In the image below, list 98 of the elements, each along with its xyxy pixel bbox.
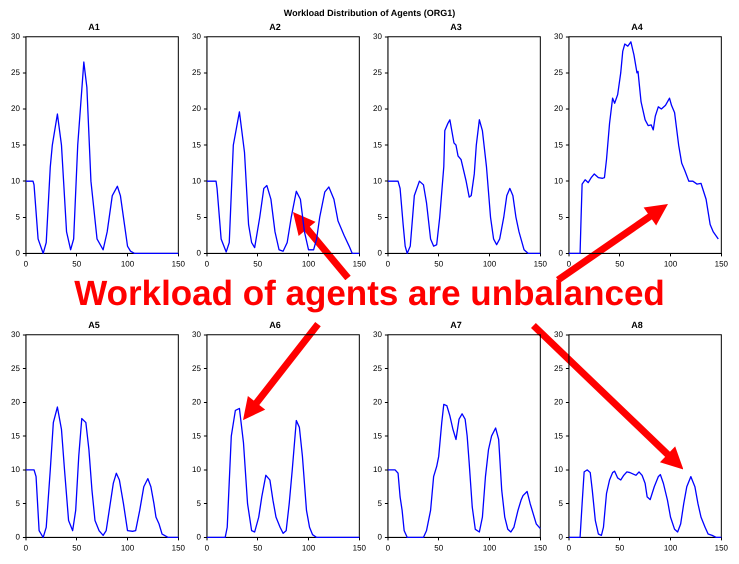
y-tick-label: 10: [10, 176, 20, 186]
y-tick-label: 0: [377, 532, 382, 542]
chart-title: A1: [88, 22, 100, 32]
x-tick-label: 150: [352, 259, 367, 268]
x-tick-label: 150: [352, 543, 367, 552]
x-tick-label: 100: [482, 543, 497, 552]
x-tick-label: 150: [534, 543, 548, 552]
y-tick-label: 20: [192, 398, 202, 407]
y-tick-label: 15: [10, 140, 20, 150]
x-tick-label: 150: [714, 543, 729, 552]
y-tick-label: 15: [192, 431, 202, 440]
y-tick-label: 20: [192, 104, 202, 114]
y-tick-label: 10: [372, 465, 382, 474]
x-tick-label: 0: [204, 543, 210, 552]
y-tick-label: 5: [15, 212, 20, 222]
y-tick-label: 30: [554, 330, 564, 340]
y-tick-label: 25: [10, 68, 20, 78]
x-tick-label: 150: [172, 543, 186, 552]
x-tick-label: 150: [714, 259, 729, 268]
y-tick-label: 15: [554, 140, 564, 150]
y-tick-label: 15: [372, 431, 382, 440]
x-tick-label: 150: [172, 259, 186, 268]
text: Workload Distribution of Agents (ORG1): [282, 8, 456, 18]
x-tick-label: 50: [615, 259, 625, 268]
y-tick-label: 10: [192, 176, 202, 186]
x-tick-label: 100: [664, 259, 678, 268]
x-tick-label: 0: [566, 259, 572, 268]
y-tick-label: 5: [196, 212, 202, 222]
x-tick-label: 50: [434, 259, 444, 268]
y-tick-label: 25: [372, 68, 382, 78]
y-tick-label: 0: [196, 248, 202, 258]
y-tick-label: 0: [558, 532, 564, 542]
y-tick-label: 25: [192, 364, 202, 373]
y-tick-label: 30: [372, 32, 382, 42]
x-tick-label: 0: [566, 543, 572, 552]
y-tick-label: 20: [372, 104, 382, 114]
y-tick-label: 10: [554, 176, 564, 186]
y-tick-label: 20: [554, 398, 564, 407]
y-tick-label: 0: [15, 248, 20, 258]
y-tick-label: 25: [372, 364, 382, 373]
y-tick-label: 20: [10, 104, 20, 114]
y-tick-label: 30: [192, 32, 202, 42]
chart-title: A4: [631, 22, 643, 32]
x-tick-label: 0: [204, 259, 210, 268]
x-tick-label: 100: [302, 543, 316, 552]
x-tick-label: 100: [664, 543, 678, 552]
y-tick-label: 30: [10, 32, 20, 42]
y-tick-label: 5: [196, 498, 202, 508]
y-tick-label: 5: [15, 498, 20, 508]
chart-title: A5: [88, 320, 100, 330]
x-tick-label: 100: [120, 543, 135, 552]
y-tick-label: 25: [192, 68, 202, 78]
y-tick-label: 30: [10, 330, 20, 340]
y-tick-label: 0: [15, 532, 20, 542]
x-tick-label: 50: [72, 259, 82, 268]
y-tick-label: 25: [554, 364, 564, 373]
y-tick-label: 5: [377, 212, 382, 222]
y-tick-label: 25: [10, 364, 20, 373]
x-tick-label: 50: [253, 259, 263, 268]
chart-title: A2: [269, 22, 281, 32]
x-tick-label: 0: [386, 543, 391, 552]
chart-title: A3: [450, 22, 462, 32]
x-tick-label: 50: [434, 543, 444, 552]
y-tick-label: 15: [372, 140, 382, 150]
y-tick-label: 10: [10, 465, 20, 474]
y-tick-label: 15: [554, 431, 564, 440]
y-tick-label: 5: [377, 498, 382, 508]
y-tick-label: 30: [372, 330, 382, 340]
x-tick-label: 50: [253, 543, 263, 552]
y-tick-label: 15: [10, 431, 20, 440]
chart-title: A7: [450, 320, 462, 330]
x-tick-label: 100: [302, 259, 316, 268]
x-tick-label: 0: [386, 259, 391, 268]
y-tick-label: 0: [558, 248, 564, 258]
y-tick-label: 20: [554, 104, 564, 114]
y-tick-label: 0: [377, 248, 382, 258]
x-tick-label: 100: [482, 259, 497, 268]
y-tick-label: 10: [192, 465, 202, 474]
y-tick-label: 10: [372, 176, 382, 186]
y-tick-label: 10: [554, 465, 564, 474]
chart-title: A6: [269, 320, 281, 330]
x-tick-label: 100: [120, 259, 135, 268]
chart-title: A8: [631, 320, 643, 330]
y-tick-label: 5: [558, 212, 564, 222]
y-tick-label: 20: [10, 398, 20, 407]
y-tick-label: 30: [192, 330, 202, 340]
y-tick-label: 25: [554, 68, 564, 78]
x-tick-label: 150: [534, 259, 548, 268]
y-tick-label: 20: [372, 398, 382, 407]
y-tick-label: 15: [192, 140, 202, 150]
x-tick-label: 50: [72, 543, 82, 552]
y-tick-label: 5: [558, 498, 564, 508]
y-tick-label: 0: [196, 532, 202, 542]
x-tick-label: 50: [615, 543, 625, 552]
text: Workload of agents are unbalanced: [73, 274, 666, 314]
x-tick-label: 0: [24, 259, 29, 268]
x-tick-label: 0: [24, 543, 29, 552]
y-tick-label: 30: [554, 32, 564, 42]
